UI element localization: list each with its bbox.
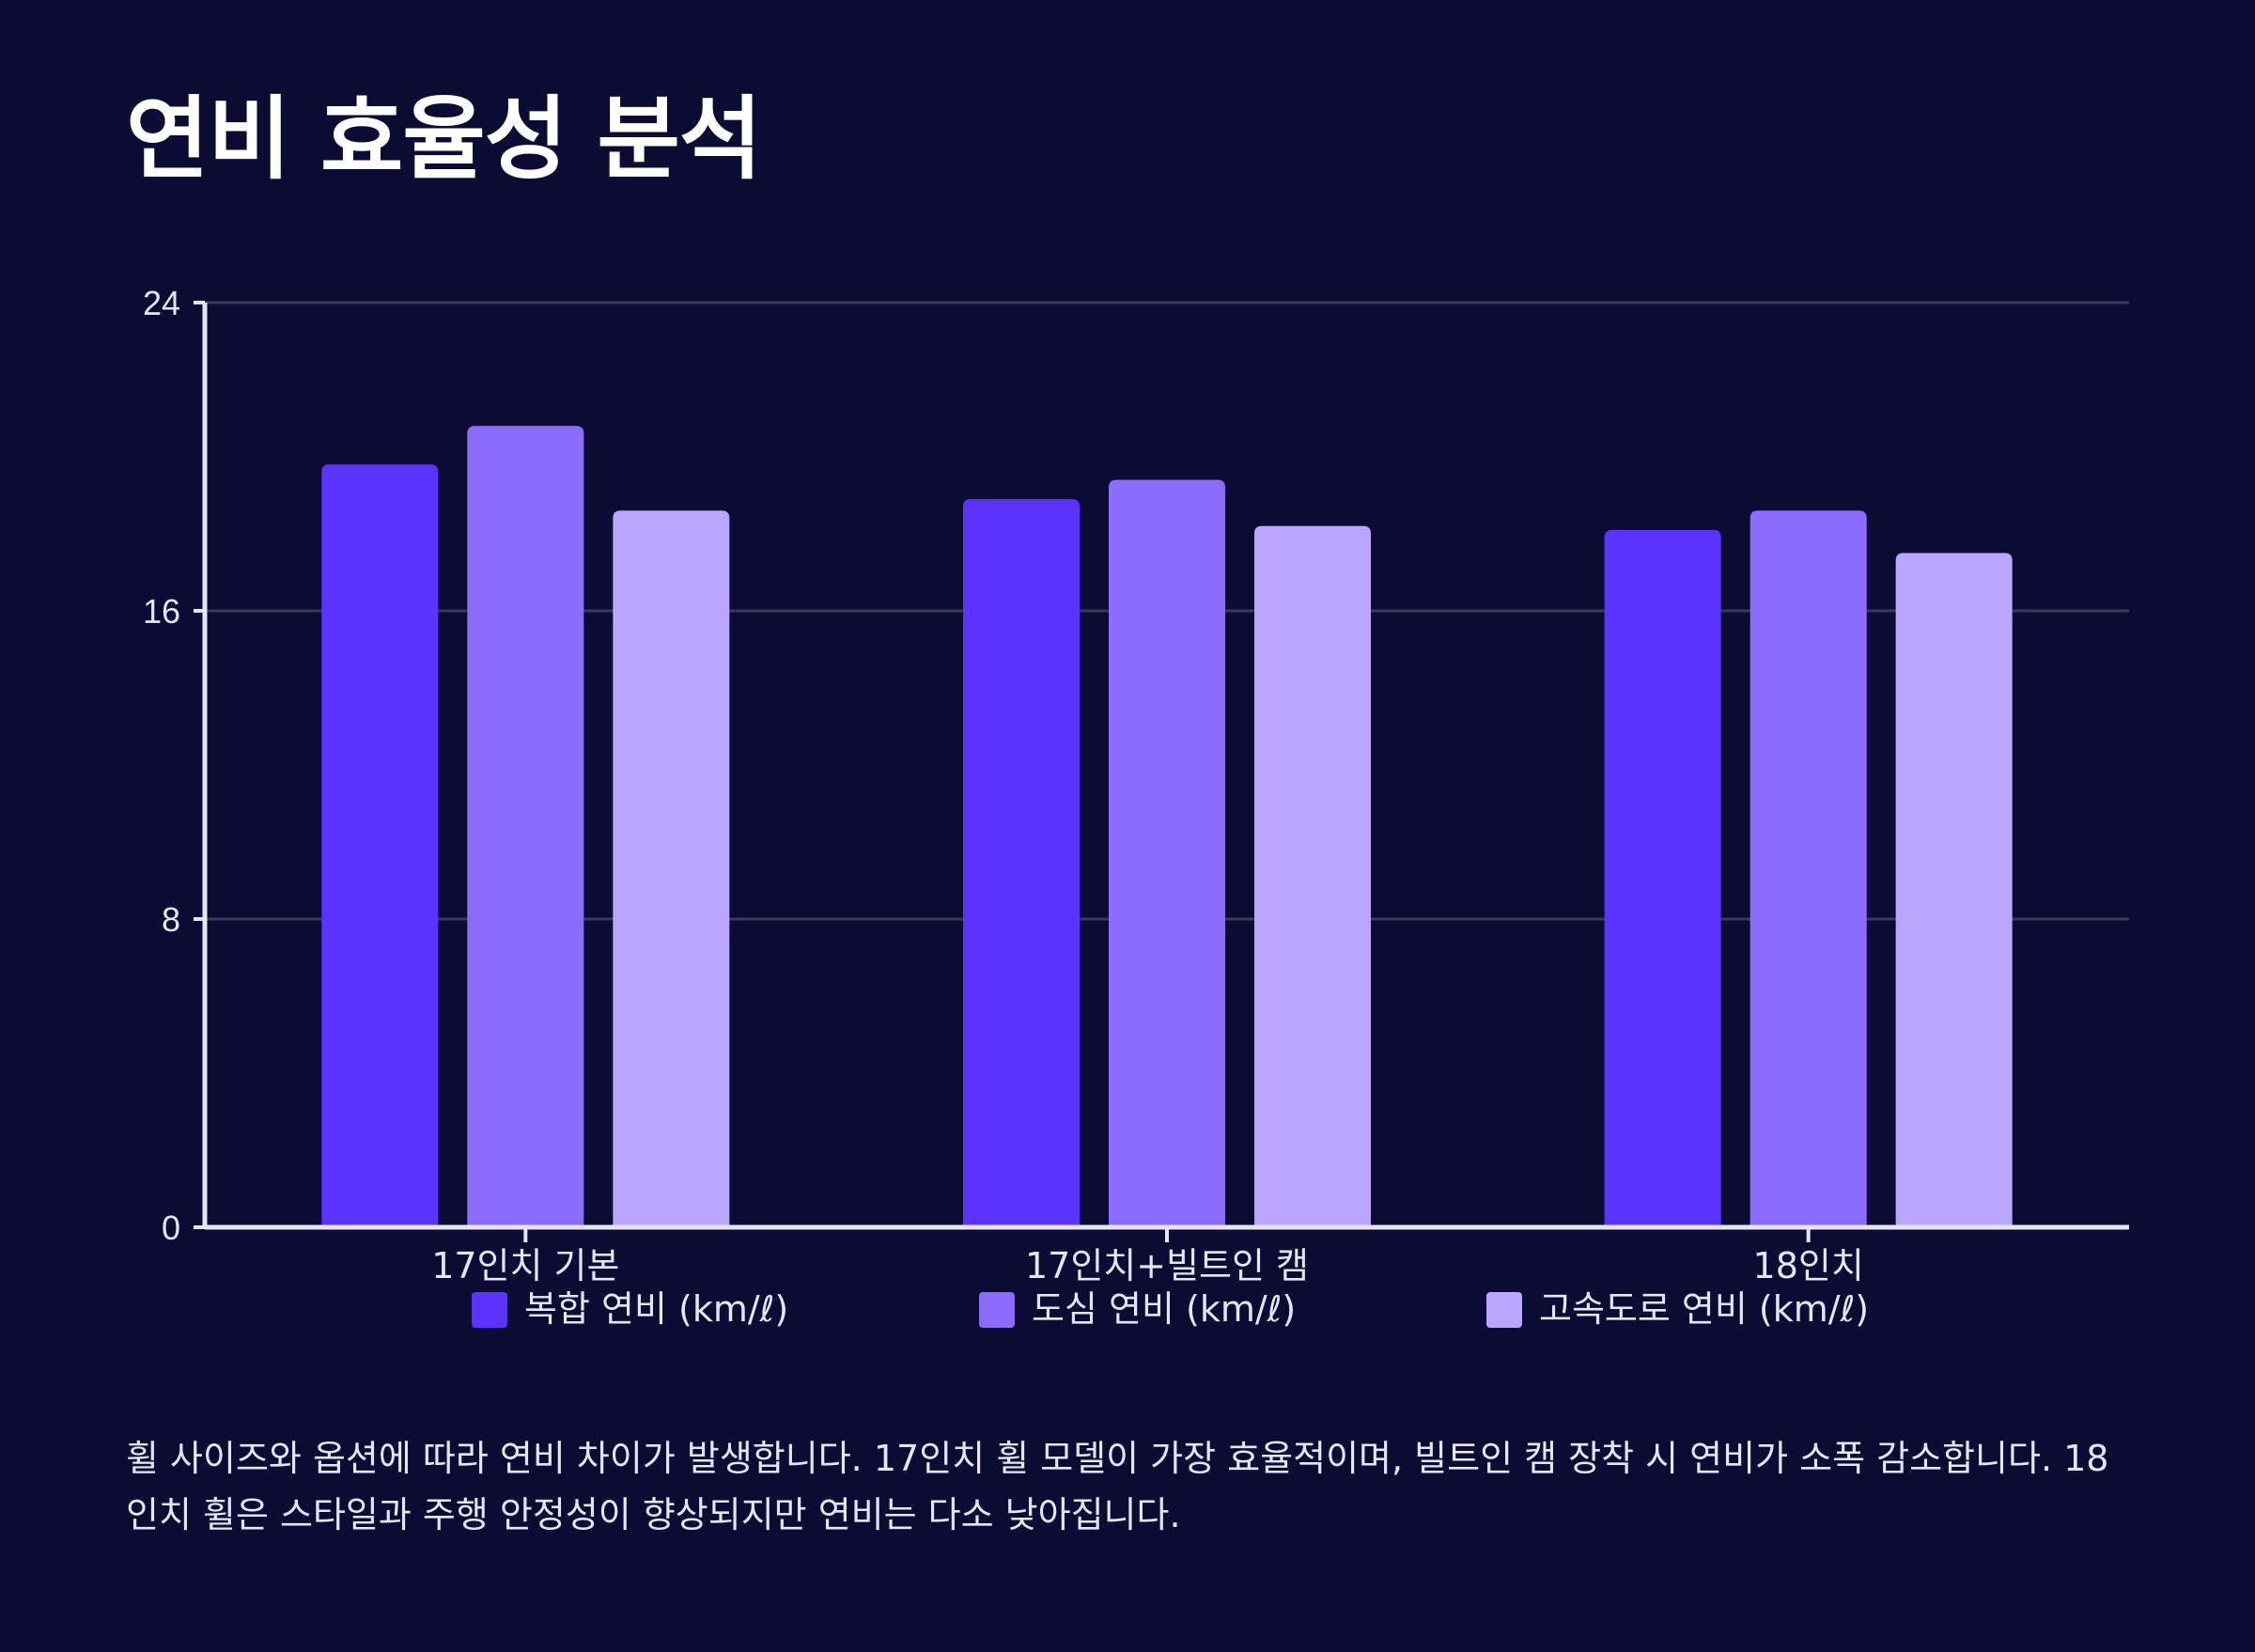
bar bbox=[1895, 553, 2013, 1227]
axes: 0 8 16 24 17인치 기본 17인치+빌트인 캠 18인치 bbox=[143, 284, 2129, 1286]
bar bbox=[321, 464, 439, 1227]
legend-item[interactable]: 복합 연비 (km/ℓ) bbox=[472, 1288, 788, 1330]
bar bbox=[1750, 510, 1867, 1227]
bar bbox=[963, 499, 1080, 1227]
bar bbox=[1254, 525, 1371, 1227]
bar bbox=[1109, 479, 1225, 1228]
legend-swatch bbox=[979, 1292, 1015, 1328]
x-tick-label: 17인치 기본 bbox=[431, 1245, 619, 1286]
bars bbox=[321, 426, 2013, 1228]
chart-title: 연비 효율성 분석 bbox=[126, 86, 762, 192]
legend-label: 고속도로 연비 (km/ℓ) bbox=[1539, 1288, 1869, 1330]
chart-summary: 휠 사이즈와 옵션에 따라 연비 차이가 발생합니다. 17인치 휠 모델이 가… bbox=[126, 1438, 2109, 1535]
x-tick-label: 17인치+빌트인 캠 bbox=[1025, 1245, 1309, 1286]
y-tick-label: 16 bbox=[143, 592, 180, 631]
legend: 복합 연비 (km/ℓ) 도심 연비 (km/ℓ) 고속도로 연비 (km/ℓ) bbox=[472, 1288, 1869, 1330]
bar-chart: 0 8 16 24 17인치 기본 17인치+빌트인 캠 18인치 복합 연비 (km/ℓ)… bbox=[143, 284, 2129, 1330]
legend-item[interactable]: 도심 연비 (km/ℓ) bbox=[979, 1288, 1296, 1330]
bar bbox=[467, 426, 584, 1227]
x-tick-label: 18인치 bbox=[1753, 1245, 1864, 1286]
y-tick-label: 0 bbox=[162, 1208, 180, 1247]
y-tick-label: 24 bbox=[143, 284, 180, 322]
legend-swatch bbox=[1486, 1292, 1522, 1328]
legend-item[interactable]: 고속도로 연비 (km/ℓ) bbox=[1486, 1288, 1869, 1330]
legend-label: 복합 연비 (km/ℓ) bbox=[524, 1288, 788, 1330]
legend-label: 도심 연비 (km/ℓ) bbox=[1032, 1288, 1296, 1330]
y-tick-label: 8 bbox=[162, 900, 180, 939]
bar bbox=[1604, 529, 1721, 1227]
bar bbox=[613, 510, 730, 1227]
legend-swatch bbox=[472, 1292, 507, 1328]
